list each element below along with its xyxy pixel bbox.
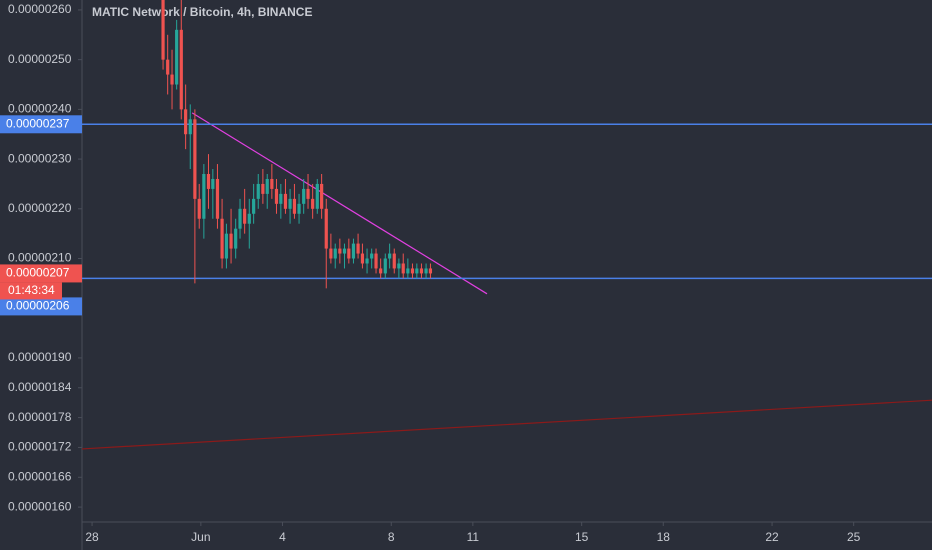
candle-body: [338, 248, 342, 254]
candle-body: [166, 59, 170, 75]
y-tick-label: 0.00000210: [8, 251, 72, 265]
candle-body: [397, 263, 401, 269]
y-tick-label: 0.00000220: [8, 201, 72, 215]
candle-body: [179, 29, 183, 110]
last-price-box: [0, 264, 82, 283]
candle-body: [234, 228, 238, 249]
countdown-label: 01:43:34: [8, 283, 55, 297]
candle-body: [238, 208, 242, 229]
candle-body: [351, 243, 356, 259]
x-tick-label: 18: [657, 530, 671, 544]
candle-body: [329, 248, 333, 259]
y-tick-label: 0.00000240: [8, 102, 72, 116]
candle-body: [256, 183, 260, 199]
level-label: 0.00000237: [6, 116, 70, 130]
candle-body: [202, 174, 206, 219]
chart-title: MATIC Network / Bitcoin, 4h, BINANCE: [92, 5, 312, 19]
candle-body: [188, 119, 192, 135]
candle-body: [283, 193, 288, 209]
countdown-box: [0, 282, 62, 300]
candle-body: [193, 119, 197, 199]
y-tick-label: 0.00000184: [8, 380, 72, 394]
candle-body: [315, 183, 319, 209]
candle-body: [410, 268, 415, 274]
candle-body: [243, 208, 247, 224]
candle-body: [292, 198, 297, 214]
candle-body: [224, 233, 229, 259]
candle-body: [252, 198, 256, 214]
candle-body: [342, 248, 347, 254]
x-tick-label: 11: [467, 530, 480, 544]
x-tick-label: 25: [847, 530, 861, 544]
candle-body: [288, 198, 292, 209]
y-tick-label: 0.00000230: [8, 151, 72, 165]
candle-body: [370, 253, 374, 259]
trendline: [191, 112, 488, 295]
x-tick-label: Jun: [191, 530, 210, 544]
candle-body: [265, 178, 269, 194]
candle-body: [374, 253, 378, 269]
y-tick-label: 0.00000250: [8, 52, 72, 66]
level-label: 0.00000206: [6, 299, 70, 313]
x-tick-label: 15: [575, 530, 589, 544]
x-tick-label: 28: [85, 530, 99, 544]
candle-body: [365, 258, 369, 264]
candle-body: [383, 258, 387, 274]
candle-body: [270, 178, 274, 189]
candle-body: [215, 178, 220, 219]
candle-body: [274, 188, 279, 204]
candle-body: [302, 188, 306, 204]
candle-body: [206, 174, 211, 189]
candle-body: [170, 74, 174, 85]
candle-body: [333, 248, 337, 259]
y-tick-label: 0.00000190: [8, 350, 72, 364]
candle-body: [356, 243, 360, 254]
candle-body: [161, 0, 165, 60]
x-tick-label: 4: [279, 530, 286, 544]
candle-body: [297, 203, 301, 214]
y-tick-label: 0.00000172: [8, 440, 72, 454]
candle-body: [419, 268, 424, 274]
candle-body: [279, 193, 283, 204]
candle-body: [184, 109, 188, 135]
candle-body: [247, 213, 251, 224]
candle-body: [392, 253, 396, 269]
trendline: [81, 399, 932, 450]
candle-body: [428, 268, 433, 274]
candle-body: [401, 263, 405, 274]
candle-body: [211, 178, 215, 189]
level-label-box: [0, 115, 82, 134]
candle-body: [306, 188, 310, 199]
candle-body: [360, 253, 365, 264]
candle-body: [320, 183, 324, 209]
y-tick-label: 0.00000260: [8, 2, 72, 16]
y-tick-label: 0.00000178: [8, 410, 72, 424]
candle-body: [229, 233, 233, 249]
candle-body: [424, 268, 428, 274]
y-tick-label: 0.00000166: [8, 469, 72, 483]
x-tick-label: 22: [765, 530, 779, 544]
candle-body: [388, 253, 392, 259]
candle-body: [415, 268, 419, 274]
candle-body: [261, 183, 265, 194]
candle-body: [197, 198, 201, 219]
candle-body: [324, 208, 328, 249]
x-tick-label: 8: [388, 530, 395, 544]
candle-body: [175, 29, 179, 85]
y-tick-label: 0.00000160: [8, 499, 72, 513]
level-label-box: [0, 297, 82, 316]
candle-body: [379, 268, 383, 274]
last-price-label: 0.00000207: [6, 266, 70, 280]
candle-body: [311, 198, 315, 209]
candle-body: [347, 248, 351, 259]
candle-body: [220, 218, 224, 259]
candle-body: [406, 268, 410, 274]
